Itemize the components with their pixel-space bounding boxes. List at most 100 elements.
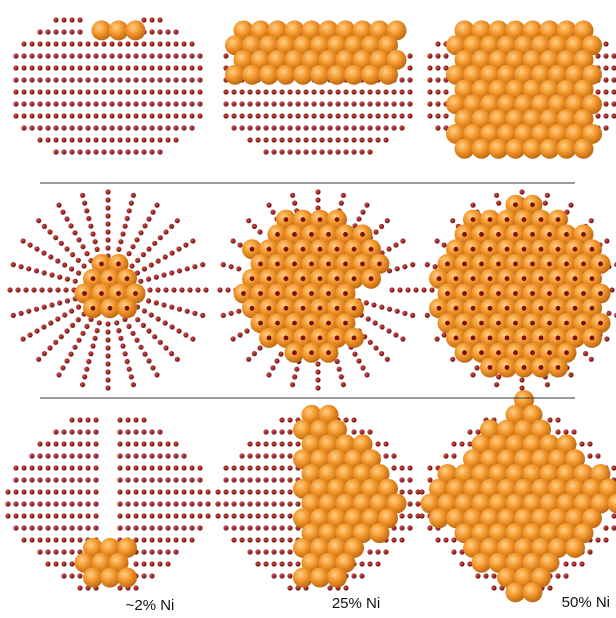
atom [29, 77, 35, 83]
atom [75, 317, 81, 323]
atom [61, 573, 67, 579]
atom [86, 215, 92, 222]
atom [555, 217, 561, 223]
atom [169, 250, 175, 256]
atom [294, 366, 300, 372]
atom [513, 320, 518, 326]
atom [555, 305, 561, 311]
atom [149, 149, 155, 155]
atom [244, 328, 250, 334]
atom [157, 561, 163, 567]
sphere [522, 138, 543, 159]
sphere [514, 567, 534, 588]
atom [399, 465, 405, 471]
atom [271, 561, 277, 567]
sphere [293, 508, 313, 529]
atom [53, 29, 59, 35]
atom [343, 291, 348, 296]
atom [241, 291, 246, 296]
atom [105, 197, 111, 203]
atom [239, 89, 245, 95]
atom [37, 101, 43, 107]
atom [311, 89, 317, 95]
atom [367, 113, 373, 119]
sphere [463, 508, 483, 529]
atom [521, 246, 527, 252]
atom [53, 549, 59, 555]
sphere [488, 434, 509, 455]
atom [407, 525, 413, 531]
sphere [497, 123, 517, 144]
atom [271, 513, 277, 519]
atom [496, 232, 501, 237]
atom [163, 287, 169, 293]
atom [53, 113, 59, 119]
atom [343, 320, 348, 326]
atom [85, 137, 91, 143]
atom [419, 513, 425, 519]
atom [237, 242, 243, 248]
atom [230, 238, 236, 244]
atom [200, 312, 206, 318]
sphere [310, 449, 330, 470]
atom [231, 489, 237, 495]
atom [379, 304, 385, 310]
atom [611, 465, 616, 471]
atom [133, 585, 139, 591]
atom [85, 41, 91, 47]
atom [343, 232, 348, 237]
atom [283, 305, 289, 311]
sphere [310, 35, 330, 56]
atom [117, 113, 123, 119]
atom [389, 287, 395, 293]
atom [141, 125, 147, 131]
sphere [369, 20, 390, 41]
atom [393, 242, 399, 248]
atom [563, 573, 569, 579]
atom [105, 385, 111, 391]
atom [37, 137, 43, 143]
atom [60, 365, 66, 371]
atom [563, 561, 569, 567]
atom [231, 101, 237, 107]
sphere [463, 478, 483, 499]
atom [271, 489, 277, 495]
atom [85, 489, 91, 495]
sphere [565, 449, 585, 470]
atom [326, 232, 331, 237]
atom [538, 217, 544, 223]
sphere [539, 552, 560, 573]
atom [399, 513, 405, 519]
atom [181, 125, 187, 131]
atom [120, 231, 126, 237]
atom [41, 270, 47, 276]
atom [470, 305, 476, 311]
atom [603, 113, 609, 119]
atom [93, 113, 99, 119]
atom [189, 53, 195, 59]
atom [21, 537, 27, 543]
sphere [454, 20, 475, 41]
atom [173, 65, 179, 71]
atom [519, 385, 525, 391]
sphere [505, 138, 526, 159]
atom [23, 287, 29, 293]
atom [61, 113, 67, 119]
sphere [488, 523, 509, 544]
atom [181, 477, 187, 483]
atom [173, 525, 179, 531]
atom [181, 53, 187, 59]
atom [407, 77, 413, 83]
atom [271, 149, 277, 155]
atom [589, 276, 595, 282]
atom [257, 229, 263, 235]
atom [13, 513, 19, 519]
atom [125, 501, 131, 507]
atom [69, 89, 75, 95]
atom [568, 372, 574, 378]
atom [70, 252, 76, 258]
atom [368, 246, 374, 252]
atom [157, 429, 163, 435]
atom [572, 305, 578, 311]
atom [174, 218, 180, 224]
